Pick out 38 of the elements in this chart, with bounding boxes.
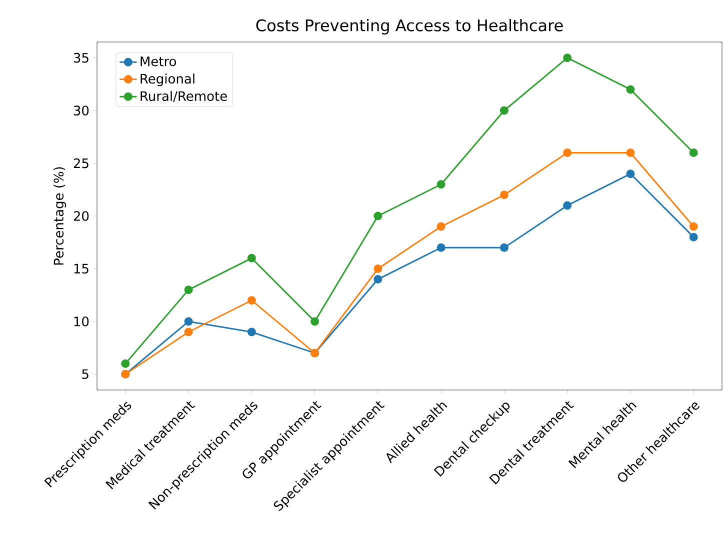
point (626, 85, 635, 94)
y-tick-label: 15 (74, 264, 88, 274)
legend-label: Regional (140, 74, 194, 86)
point (689, 148, 698, 157)
point (563, 148, 572, 157)
chart-title: Costs Preventing Access to Healthcare (256, 19, 563, 34)
point (500, 190, 508, 200)
point (500, 243, 508, 252)
legend-label: Rural/Remote (140, 90, 227, 102)
point (436, 180, 446, 189)
y-tick-label: 20 (74, 211, 89, 221)
point (184, 328, 193, 336)
point (121, 359, 130, 368)
point (689, 222, 698, 231)
y-tick-label: 35 (74, 52, 88, 63)
point (247, 296, 256, 305)
y-tick-label: 30 (74, 106, 89, 116)
point (436, 243, 446, 252)
y-tick-label: 5 (82, 369, 88, 380)
point (374, 264, 382, 273)
point (247, 254, 256, 262)
point (310, 317, 320, 326)
point (374, 275, 382, 284)
point (184, 286, 193, 294)
point (689, 232, 698, 242)
y-tick-label: 10 (74, 316, 89, 326)
point (184, 317, 193, 326)
point (626, 148, 635, 157)
y-axis-title: Percentage (%) (54, 167, 66, 265)
point (626, 170, 635, 178)
point (500, 106, 508, 115)
point (374, 212, 382, 220)
point (247, 328, 256, 336)
point (563, 201, 572, 210)
point (436, 222, 446, 231)
y-tick-label: 25 (74, 158, 88, 168)
legend-label: Metro (140, 56, 176, 66)
point (563, 54, 572, 62)
